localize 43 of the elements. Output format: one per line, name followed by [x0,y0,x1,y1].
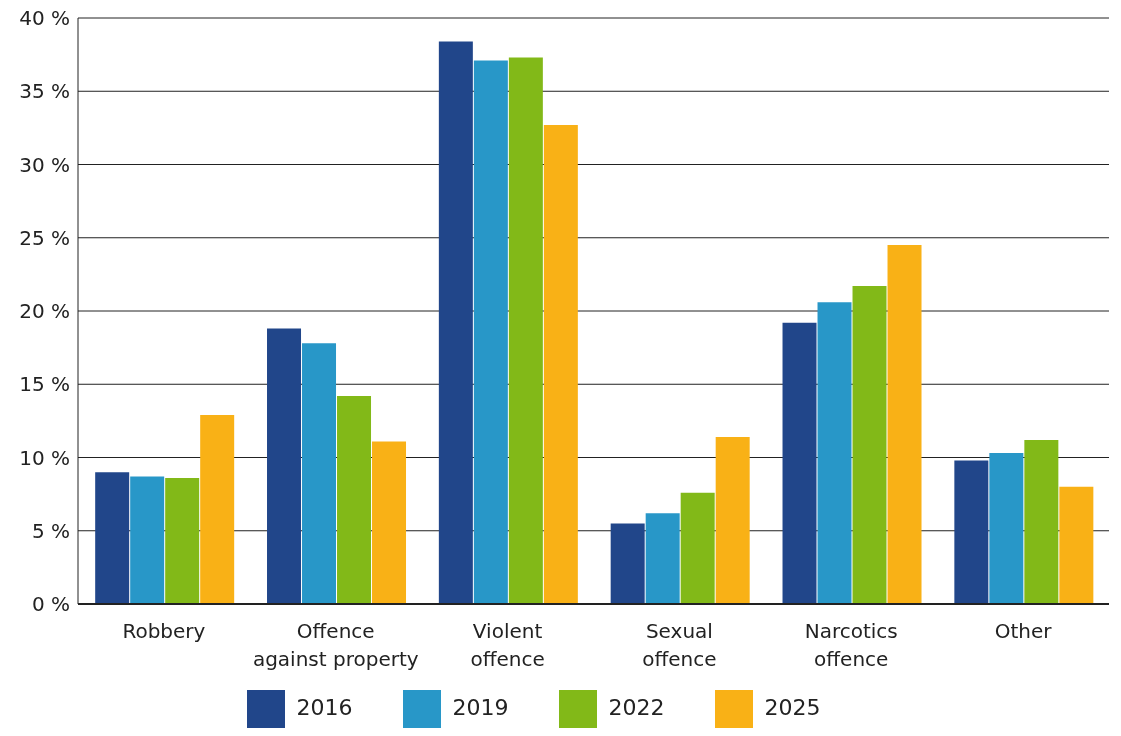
y-tick-label: 35 % [19,79,70,104]
legend-label: 2025 [764,695,821,720]
bar [989,453,1024,604]
bar [887,245,922,604]
x-tick-label: Violent offence [470,619,545,671]
bar [337,395,372,604]
x-tick-label: Narcotics offence [804,619,898,671]
bar [715,436,750,604]
bar [95,472,130,604]
bar [165,478,200,604]
bar [1024,439,1059,604]
bar [473,60,508,604]
y-tick-label: 25 % [19,225,70,250]
bar [438,41,473,604]
legend-label: 2019 [452,695,509,720]
y-tick-label: 0 % [31,592,70,617]
bar [610,523,645,604]
bar [852,286,887,604]
x-tick-label: Sexual offence [642,619,717,671]
y-tick-label: 15 % [19,372,70,397]
y-tick-label: 5 % [31,518,70,543]
y-tick-label: 40 % [19,6,70,31]
y-tick-label: 20 % [19,299,70,324]
x-tick-label: Other [994,619,1053,643]
bar [200,415,235,604]
x-tick-label: Robbery [122,619,206,643]
x-tick-label: Offence against property [252,619,419,671]
bar [130,476,165,604]
bar [543,124,578,604]
bar [508,57,543,604]
bar [645,513,680,604]
y-tick-label: 10 % [19,445,70,470]
bar [372,441,407,604]
bar [782,322,817,604]
bar [680,492,715,604]
bar [1059,486,1094,604]
bar [817,302,852,604]
legend-label: 2016 [296,695,353,720]
bar [954,460,989,604]
bar [302,343,337,604]
legend-label: 2022 [608,695,665,720]
bar [267,328,302,604]
y-tick-label: 30 % [19,152,70,177]
